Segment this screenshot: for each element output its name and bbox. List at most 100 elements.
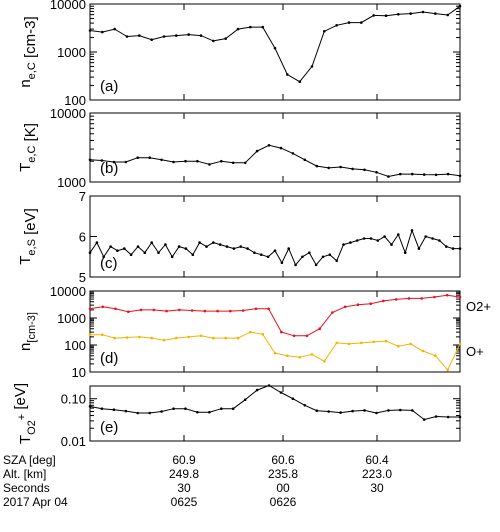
data-point xyxy=(212,39,215,43)
data-point xyxy=(446,368,450,372)
data-point xyxy=(232,247,236,250)
data-point xyxy=(417,247,421,250)
data-point xyxy=(422,418,426,421)
data-point xyxy=(109,245,112,248)
data-point xyxy=(246,247,249,250)
data-point xyxy=(261,333,265,336)
y-tick-label: 100 xyxy=(64,338,86,353)
data-point xyxy=(273,46,277,50)
data-point xyxy=(298,80,302,83)
alt-value-1: 249.8 xyxy=(169,467,199,481)
data-point xyxy=(327,166,331,170)
data-point xyxy=(253,251,256,254)
data-point xyxy=(458,295,462,299)
data-point xyxy=(369,302,373,306)
data-point xyxy=(383,235,386,238)
data-point xyxy=(403,251,407,254)
data-point xyxy=(410,229,414,232)
seconds-value-1: 30 xyxy=(177,481,191,495)
data-point xyxy=(191,253,195,256)
data-point xyxy=(170,255,174,259)
data-point xyxy=(216,309,219,313)
data-point xyxy=(445,293,449,297)
data-point xyxy=(323,360,326,363)
row-label-seconds: Seconds xyxy=(3,481,50,495)
data-point xyxy=(303,158,307,162)
data-point xyxy=(203,309,207,313)
data-point xyxy=(411,172,414,176)
data-point xyxy=(260,253,263,256)
data-point xyxy=(261,25,265,29)
data-point xyxy=(255,388,259,392)
data-point xyxy=(318,327,322,331)
time-value-1: 0625 xyxy=(171,495,198,509)
data-point xyxy=(323,30,326,33)
data-point xyxy=(375,171,378,174)
data-point xyxy=(178,308,181,312)
panel-label: (c) xyxy=(100,255,118,272)
data-point xyxy=(409,12,413,15)
panel-label: (d) xyxy=(100,350,118,367)
data-point xyxy=(148,411,151,415)
data-point xyxy=(101,333,104,337)
row-label-sza: SZA [deg] xyxy=(3,453,56,467)
data-point xyxy=(124,160,128,164)
data-point xyxy=(164,243,167,246)
data-point xyxy=(433,295,436,299)
data-point xyxy=(280,330,283,334)
data-point xyxy=(88,251,92,254)
data-point xyxy=(372,340,376,344)
data-point xyxy=(266,255,270,259)
data-point xyxy=(102,255,105,259)
y-tick-label: 0.01 xyxy=(61,434,86,449)
panel-frame xyxy=(89,112,461,183)
data-point xyxy=(100,159,104,162)
data-point xyxy=(407,297,411,300)
data-point xyxy=(399,172,402,176)
data-point xyxy=(229,309,232,313)
data-point xyxy=(287,247,291,250)
data-point xyxy=(95,241,99,244)
y-axis-title: TO2+ [eV] xyxy=(12,383,38,444)
data-point xyxy=(239,245,242,248)
data-point xyxy=(446,415,450,419)
data-point xyxy=(212,241,215,244)
data-point xyxy=(139,308,143,312)
sza-value-1: 60.9 xyxy=(172,453,196,467)
data-point xyxy=(451,247,455,250)
data-point xyxy=(175,336,178,340)
data-point xyxy=(224,37,227,40)
data-point xyxy=(390,243,393,246)
data-point xyxy=(199,334,203,338)
data-point xyxy=(150,241,153,244)
data-point xyxy=(315,164,319,168)
data-point xyxy=(335,24,339,27)
data-point xyxy=(327,410,331,413)
data-point xyxy=(384,14,388,17)
data-point xyxy=(305,334,309,338)
panel-frame xyxy=(89,3,461,101)
y-tick-label: 1000 xyxy=(57,45,86,60)
data-point xyxy=(321,255,325,259)
data-point xyxy=(116,249,119,252)
data-point xyxy=(409,342,413,346)
data-point xyxy=(113,336,116,340)
data-point xyxy=(220,407,223,411)
data-point xyxy=(339,411,342,414)
panels: 100 1000 10000 ne,C [cm-3] (a) 1000 10000 Te,C … xyxy=(12,0,462,449)
data-point xyxy=(208,410,211,414)
data-point xyxy=(136,411,139,415)
data-point xyxy=(446,172,450,176)
data-point xyxy=(279,146,283,150)
data-point xyxy=(421,349,425,353)
alt-value-3: 223.0 xyxy=(362,467,392,481)
data-point xyxy=(225,245,229,248)
data-point xyxy=(431,237,434,240)
data-point xyxy=(434,354,437,358)
y-axis-title: Te,S [eV] xyxy=(17,208,39,265)
data-point xyxy=(150,38,153,41)
y-tick-label: 100 xyxy=(64,93,86,108)
data-point xyxy=(369,237,373,240)
data-point xyxy=(411,409,414,412)
data-point xyxy=(88,307,92,311)
